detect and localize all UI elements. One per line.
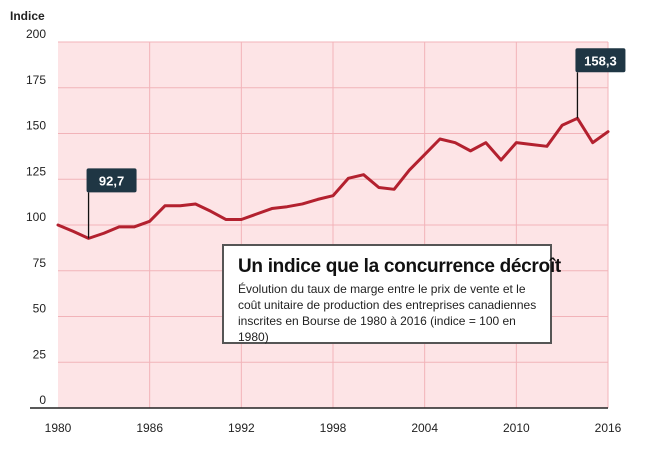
horizontal-gridlines — [58, 41, 608, 363]
y-tick-label: 175 — [26, 73, 46, 87]
x-tick-label: 1998 — [320, 421, 347, 435]
y-tick-labels: 0 25 50 75 100 125 150 175 200 — [26, 27, 46, 407]
y-tick-label: 150 — [26, 119, 46, 133]
annotations-group: 92,7 158,3 — [86, 48, 626, 239]
y-axis-label: Indice — [10, 9, 45, 23]
x-tick-label: 2004 — [411, 421, 438, 435]
annotation-box — [575, 48, 626, 73]
annotation-label: 92,7 — [99, 173, 124, 188]
y-tick-label: 25 — [33, 347, 47, 361]
chart-caption-subtitle: Évolution du taux de marge entre le prix… — [238, 282, 537, 344]
y-tick-label: 125 — [26, 164, 46, 178]
x-tick-labels: 1980 1986 1992 1998 2004 2010 2016 — [45, 421, 622, 435]
y-tick-label: 200 — [26, 27, 46, 41]
x-tick-label: 1992 — [228, 421, 255, 435]
y-tick-label: 75 — [33, 256, 47, 270]
y-tick-label: 100 — [26, 210, 46, 224]
x-tick-label: 2010 — [503, 421, 530, 435]
chart-caption-title: Un indice que la concurrence décroît — [238, 256, 561, 277]
annotation-box — [86, 168, 137, 193]
y-tick-label: 0 — [39, 393, 46, 407]
series-line — [56, 116, 610, 240]
y-tick-label: 50 — [33, 302, 47, 316]
chart-caption-box: Un indice que la concurrence décroît Évo… — [222, 244, 561, 344]
x-tick-label: 1986 — [136, 421, 163, 435]
series-group — [56, 116, 610, 240]
annotation-label: 158,3 — [584, 53, 617, 68]
x-tick-label: 1980 — [45, 421, 72, 435]
x-tick-label: 2016 — [595, 421, 622, 435]
